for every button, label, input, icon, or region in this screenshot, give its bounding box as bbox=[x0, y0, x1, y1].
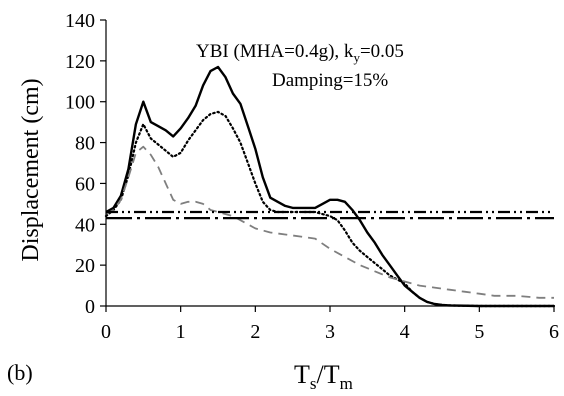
x-tick-label: 4 bbox=[400, 321, 410, 343]
series-dashed-line bbox=[105, 145, 554, 299]
axes-layer: 0 20 40 60 80 100 120 140 0 1 2 3 4 5 6 bbox=[65, 10, 559, 343]
panel-label: (b) bbox=[7, 360, 33, 385]
x-tick-label: 1 bbox=[176, 321, 186, 343]
y-axis-title: Displacement (cm) bbox=[18, 78, 44, 261]
y-tick-label: 40 bbox=[75, 214, 95, 236]
y-tick-label: 0 bbox=[85, 296, 95, 318]
x-tick-label: 3 bbox=[325, 321, 335, 343]
x-tick-label: 0 bbox=[101, 321, 111, 343]
y-tick-label: 60 bbox=[75, 173, 95, 195]
series-dotted-line bbox=[104, 110, 556, 308]
x-tick-label: 2 bbox=[250, 321, 260, 343]
y-tick-label: 80 bbox=[75, 133, 95, 155]
annotation-line-1: YBI (MHA=0.4g), ky=0.05 bbox=[196, 41, 404, 65]
y-tick-label: 120 bbox=[65, 51, 95, 73]
y-tick-label: 20 bbox=[75, 255, 95, 277]
x-tick-label: 5 bbox=[474, 321, 484, 343]
y-tick-label: 100 bbox=[65, 92, 95, 114]
x-axis-title: Ts/Tm bbox=[294, 360, 353, 393]
series-solid-line bbox=[105, 65, 554, 308]
annotation-ky-subscript: y bbox=[353, 50, 360, 65]
x-tick-label: 6 bbox=[549, 321, 559, 343]
reference-lines-layer bbox=[106, 210, 554, 220]
annotation-line-2: Damping=15% bbox=[272, 70, 388, 91]
y-tick-label: 140 bbox=[65, 10, 95, 32]
series-layer bbox=[104, 65, 556, 308]
